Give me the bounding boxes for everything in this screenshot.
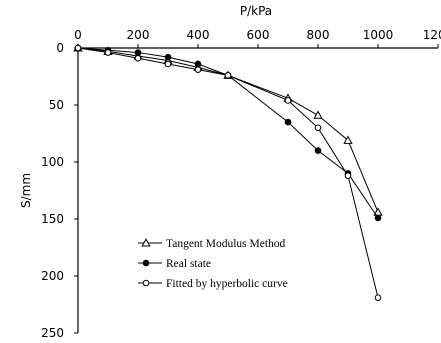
legend-marker xyxy=(142,279,150,287)
series-layer xyxy=(73,43,383,301)
legend-label: Fitted by hyperbolic curve xyxy=(166,278,288,290)
data-point xyxy=(74,44,82,52)
axes xyxy=(77,47,438,333)
series-line xyxy=(77,47,379,298)
legend-item: Fitted by hyperbolic curve xyxy=(138,278,288,290)
y-tick-label: 250 xyxy=(41,326,64,340)
series-0 xyxy=(73,43,383,216)
x-tick-label: 600 xyxy=(247,28,270,42)
data-point xyxy=(134,54,142,62)
series-line xyxy=(77,47,379,219)
x-tick-label: 400 xyxy=(187,28,210,42)
legend-label: Real state xyxy=(166,258,211,270)
data-point xyxy=(314,124,322,132)
series-2 xyxy=(74,44,382,301)
y-tick-label: 50 xyxy=(49,98,64,112)
data-point xyxy=(374,214,382,222)
data-point xyxy=(164,60,172,68)
y-tick-label: 150 xyxy=(41,212,64,226)
data-point xyxy=(284,97,292,104)
legend-item: Tangent Modulus Method xyxy=(138,238,286,250)
data-point xyxy=(224,72,232,79)
data-point xyxy=(104,49,112,56)
legend-marker xyxy=(141,238,151,247)
data-point xyxy=(374,294,382,301)
data-point xyxy=(164,53,172,61)
y-tick-label: 100 xyxy=(41,155,64,169)
data-point xyxy=(314,147,322,154)
data-point xyxy=(313,110,323,119)
data-point xyxy=(194,60,202,68)
data-point xyxy=(344,172,352,179)
x-tick-label: 800 xyxy=(307,28,330,42)
x-tick-label: 1000 xyxy=(363,28,394,42)
legend-label: Tangent Modulus Method xyxy=(166,238,286,250)
legend-item: Real state xyxy=(138,258,211,270)
data-point xyxy=(284,118,292,126)
x-axis-title: P/kPa xyxy=(240,4,272,18)
data-point xyxy=(134,49,142,56)
legend-marker xyxy=(142,259,150,267)
data-point xyxy=(343,135,353,144)
y-tick-label: 0 xyxy=(56,41,64,55)
y-axis-title: S/mm xyxy=(19,173,33,208)
x-tick-label: 1200 xyxy=(423,28,441,42)
y-ticks: 0 50 100 150 200 250 xyxy=(41,41,78,340)
x-ticks: 0 200 400 600 800 1000 1200 xyxy=(74,28,441,48)
series-line xyxy=(77,47,379,213)
data-point xyxy=(194,66,202,73)
y-tick-label: 200 xyxy=(41,269,64,283)
x-tick-label: 200 xyxy=(127,28,150,42)
x-tick-label: 0 xyxy=(74,28,82,42)
legend: Tangent Modulus Method Real state Fitted b… xyxy=(138,238,288,290)
